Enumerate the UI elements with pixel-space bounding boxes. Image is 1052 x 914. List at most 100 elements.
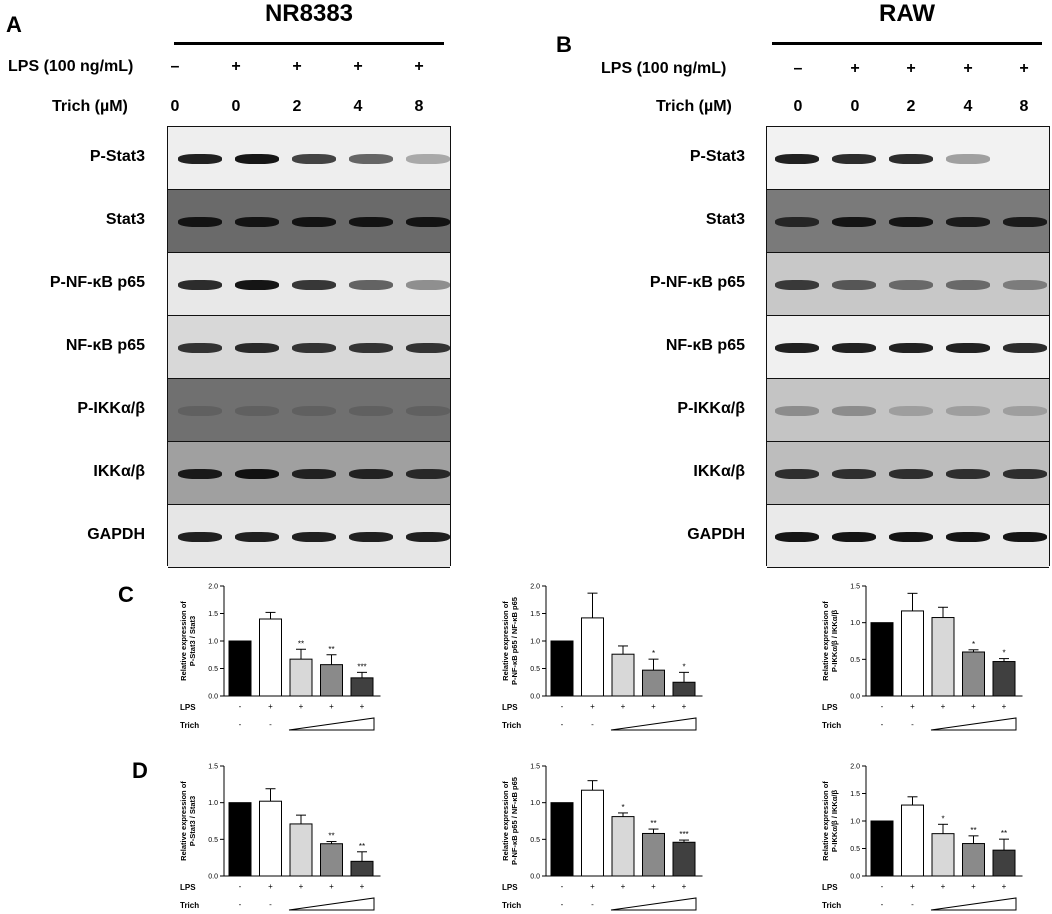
blot-band (775, 342, 819, 353)
trich-mark: - (269, 900, 272, 909)
blot-nr-lps-label: LPS (100 ng/mL) (8, 58, 134, 75)
blot-raw-lps-label: LPS (100 ng/mL) (601, 60, 727, 77)
blot-row-label: P-Stat3 (89, 147, 145, 165)
blot-strip (767, 127, 1049, 190)
blot-band (1003, 342, 1047, 353)
bar (228, 802, 252, 877)
blot-row-label: P-IKKα/β (77, 399, 145, 417)
blot-band (946, 531, 990, 542)
y-tick-label: 0.5 (850, 846, 860, 853)
lps-row-label: LPS (822, 703, 838, 712)
blot-band (235, 216, 279, 227)
y-tick-label: 1.5 (208, 764, 218, 771)
blot-row-label: NF-κB p65 (65, 336, 145, 354)
lps-mark: - (561, 702, 564, 711)
significance-mark: ** (650, 819, 656, 828)
blot-band (235, 405, 279, 416)
blot-row-label: P-NF-κB p65 (49, 273, 145, 291)
panel-letter-a: A (6, 12, 22, 37)
lps-mark: - (239, 882, 242, 891)
trich-mark: - (269, 720, 272, 729)
significance-mark: *** (357, 662, 366, 671)
blot-strip (168, 442, 450, 505)
trich-mark: - (591, 900, 594, 909)
bar (931, 833, 955, 877)
trich-mark: - (561, 720, 564, 729)
blot-band (178, 279, 222, 290)
y-tick-label: 2.0 (530, 584, 540, 591)
trich-row-label: Trich (180, 721, 199, 730)
bar (550, 802, 574, 877)
bar (672, 681, 696, 697)
blot-band (889, 216, 933, 227)
y-tick-label: 1.0 (208, 800, 218, 807)
blot-strip (168, 379, 450, 442)
blot-strip (767, 379, 1049, 442)
blot-band (406, 153, 450, 164)
bar (992, 661, 1016, 697)
lps-mark: + (682, 882, 687, 891)
lane-lps-mark: + (353, 58, 363, 75)
blot-band (832, 153, 876, 164)
significance-mark: ** (298, 639, 304, 648)
blot-band (1003, 279, 1047, 290)
blot-band (406, 342, 450, 353)
blot-band (946, 342, 990, 353)
y-tick-label: 0.0 (208, 694, 218, 701)
lane-lps-mark: – (170, 58, 180, 75)
dose-wedge (930, 897, 1017, 911)
lane-lps-mark: + (906, 60, 916, 77)
blot-band (832, 216, 876, 227)
significance-mark: *** (679, 830, 688, 839)
y-tick-label: 1.5 (208, 611, 218, 618)
bar (992, 849, 1016, 877)
blot-band (775, 279, 819, 290)
y-tick-label: 2.0 (208, 584, 218, 591)
y-axis-label: Relative expression of (501, 781, 510, 861)
lane-dose: 4 (353, 98, 363, 115)
lane-dose: 0 (850, 98, 860, 115)
significance-mark: * (621, 803, 624, 812)
lps-row-label: LPS (180, 703, 196, 712)
lps-mark: + (621, 702, 626, 711)
bar (550, 640, 574, 697)
panel-letter-b: B (556, 32, 572, 57)
blot-strip (168, 316, 450, 379)
lps-row-label: LPS (502, 703, 518, 712)
lps-row-label: LPS (180, 883, 196, 892)
lps-mark: + (590, 702, 595, 711)
y-tick-label: 2.0 (850, 764, 860, 771)
significance-mark: ** (359, 842, 365, 851)
bar (931, 617, 955, 697)
y-tick-label: 0.0 (850, 874, 860, 881)
blot-band (889, 405, 933, 416)
lps-mark: + (1002, 882, 1007, 891)
y-axis-label: P-NF-κB p65 / NF-κB p65 (510, 777, 519, 865)
blot-band (178, 405, 222, 416)
y-tick-label: 0.5 (530, 666, 540, 673)
lane-dose: 8 (1019, 98, 1029, 115)
blot-band (889, 153, 933, 164)
blot-band (832, 405, 876, 416)
trich-mark: - (911, 720, 914, 729)
y-tick-label: 0.0 (850, 694, 860, 701)
blot-band (889, 342, 933, 353)
bar (320, 664, 343, 697)
lps-mark: - (881, 882, 884, 891)
y-tick-label: 0.5 (850, 657, 860, 664)
bar (228, 640, 252, 697)
y-tick-label: 0.5 (530, 837, 540, 844)
panel-letter-d: D (132, 758, 148, 783)
blot-band (889, 279, 933, 290)
bar (259, 800, 282, 877)
y-tick-label: 0.0 (208, 874, 218, 881)
lps-mark: + (910, 702, 915, 711)
significance-mark: ** (1001, 829, 1007, 838)
y-axis-label: P-Stat3 / Stat3 (188, 616, 197, 666)
lps-mark: + (268, 702, 273, 711)
lps-mark: - (561, 882, 564, 891)
blot-band (292, 216, 336, 227)
lps-mark: + (621, 882, 626, 891)
bar (259, 618, 282, 697)
blot-band (775, 468, 819, 479)
